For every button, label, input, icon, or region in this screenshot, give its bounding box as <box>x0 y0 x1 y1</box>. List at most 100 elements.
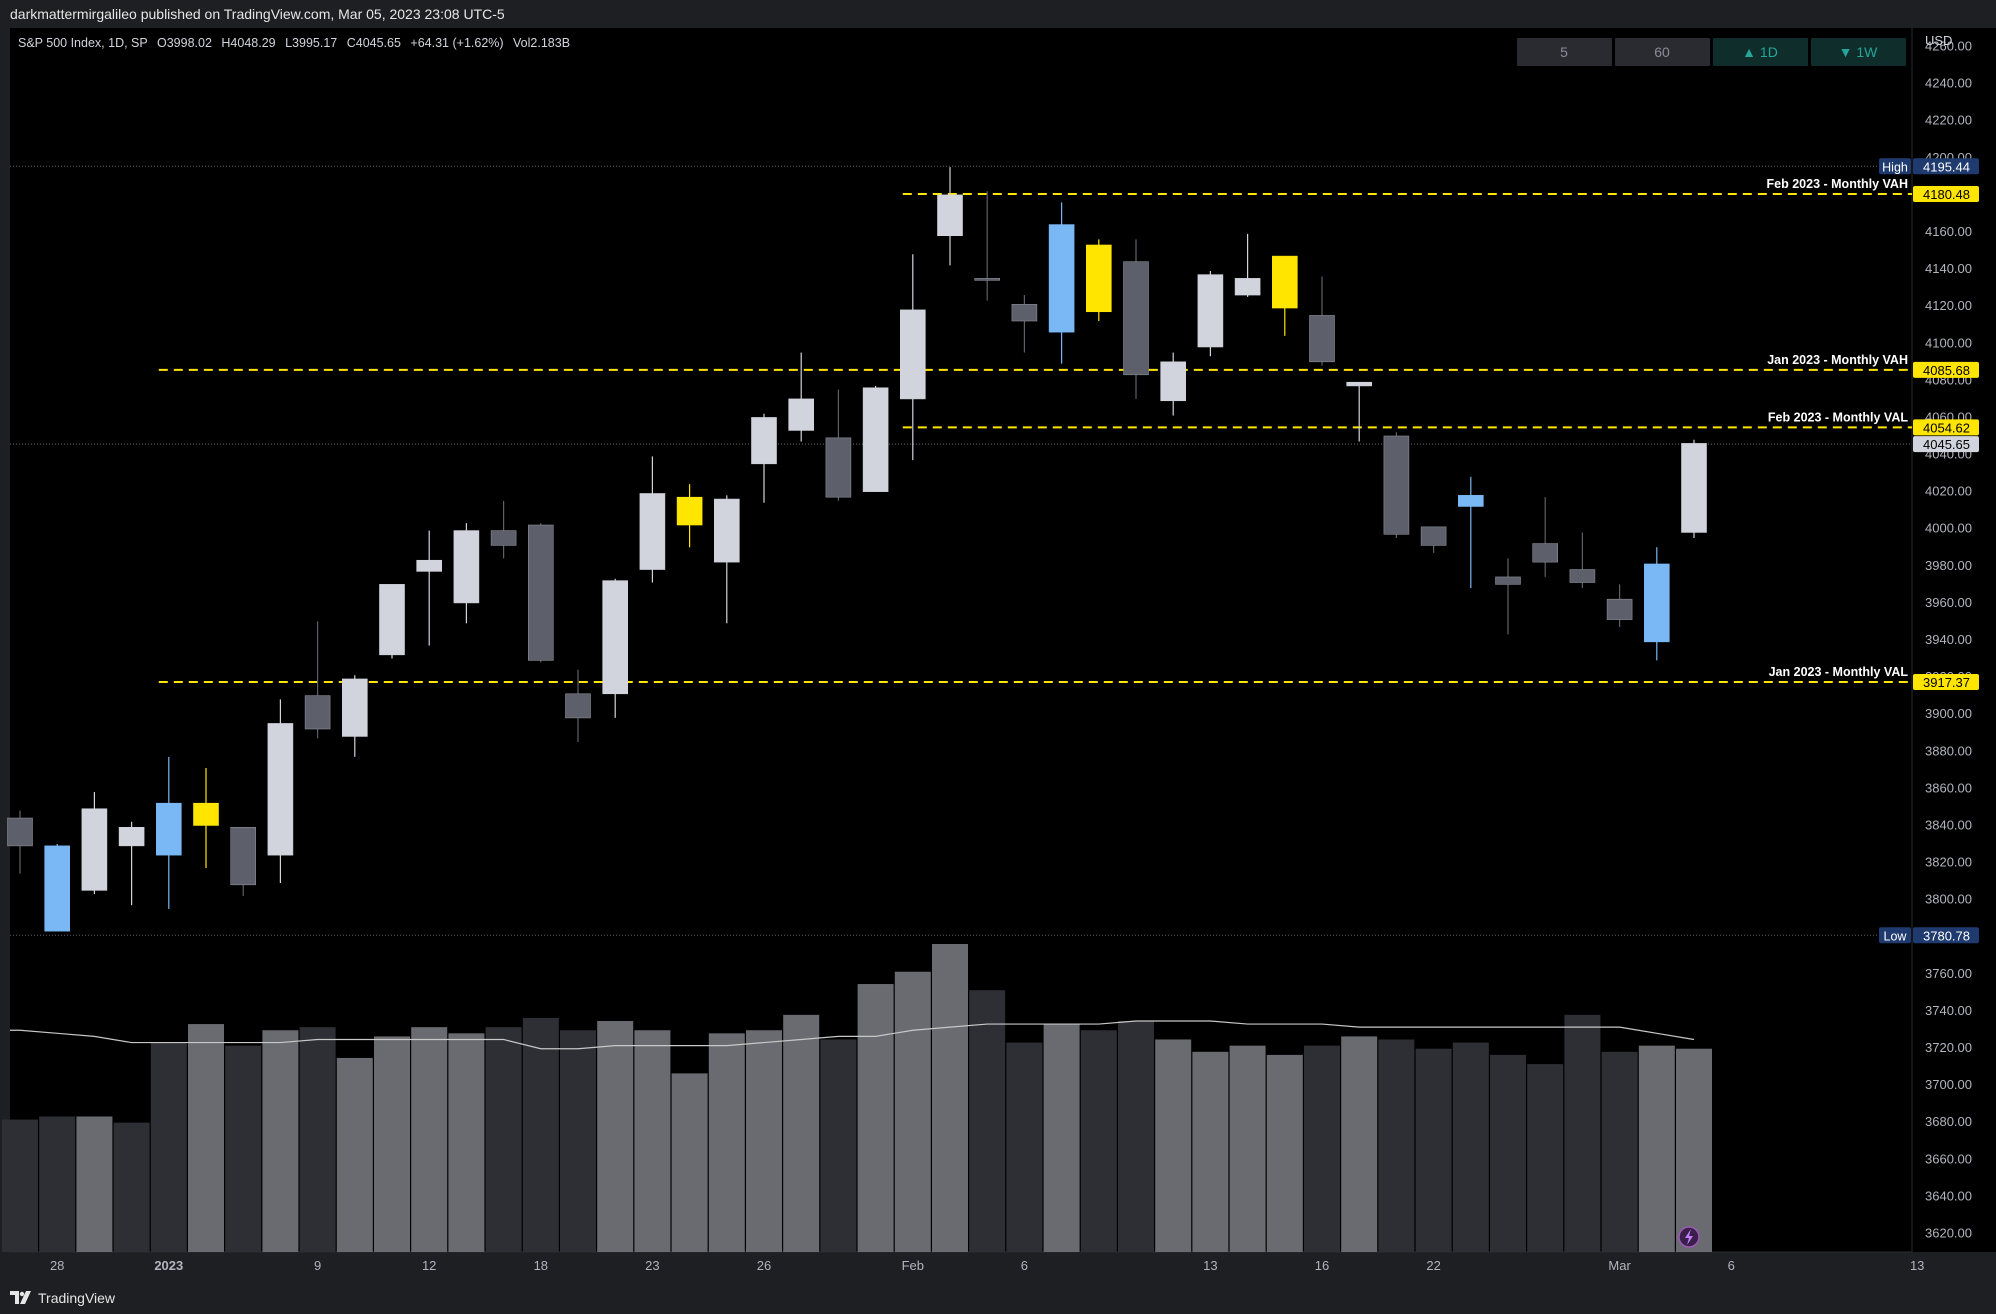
volume-bar <box>1155 1039 1192 1252</box>
volume-bar <box>262 1030 299 1252</box>
interval-button-5[interactable]: 5 <box>1517 38 1612 66</box>
interval-button-60[interactable]: 60 <box>1615 38 1710 66</box>
volume-bar <box>820 1039 857 1252</box>
price-axis-tag-bg <box>1913 186 1979 203</box>
price-tick-label: 3660.00 <box>1925 1151 1972 1166</box>
price-tick-label: 4140.00 <box>1925 261 1972 276</box>
volume-bar <box>857 984 894 1252</box>
volume-bar <box>522 1017 559 1252</box>
price-tick-label: 3760.00 <box>1925 966 1972 981</box>
price-axis-tag-bg <box>1913 361 1979 378</box>
candle-body <box>453 530 480 604</box>
candle <box>490 500 517 559</box>
volume-bar <box>894 971 931 1252</box>
volume-bar <box>1043 1024 1080 1252</box>
volume-bar <box>374 1036 410 1252</box>
price-axis-tag-bg <box>1913 436 1979 453</box>
price-tick-label: 4240.00 <box>1925 76 1972 91</box>
candle <box>230 827 256 896</box>
price-tick-label: 3720.00 <box>1925 1040 1972 1055</box>
candle-body <box>1420 526 1447 546</box>
volume-bar <box>746 1030 782 1252</box>
price-axis-tag-bg <box>1913 158 1979 175</box>
price-axis-tag-text: 3780.78 <box>1923 928 1970 943</box>
price-tick-label: 4020.00 <box>1925 484 1972 499</box>
interval-button-1d[interactable]: ▲ 1D <box>1713 38 1808 66</box>
candle-body <box>1123 261 1149 376</box>
candle-body <box>44 845 71 932</box>
time-axis[interactable]: 28 2023 9 12 18 23 26 Feb 6 13 16 22 Mar 6 13 <box>50 1258 1924 1273</box>
interval-button-1w[interactable]: ▼ 1W <box>1811 38 1906 66</box>
high-low-tag-text: High <box>1882 160 1908 174</box>
candle-body <box>565 693 591 719</box>
interval-buttons: 5 60 ▲ 1D ▼ 1W <box>1517 38 1906 66</box>
candle-body <box>1383 435 1410 535</box>
volume-bar <box>560 1030 596 1252</box>
volume-bar <box>969 990 1006 1252</box>
candle <box>751 413 777 503</box>
candle <box>1420 526 1447 553</box>
candle <box>676 484 703 548</box>
volume-bar <box>1452 1042 1489 1252</box>
candle-body <box>676 496 703 526</box>
price-tick-label: 3620.00 <box>1925 1225 1972 1240</box>
interval-button-60-label: 60 <box>1654 44 1670 60</box>
candle-body <box>527 524 554 661</box>
candle <box>1086 239 1112 322</box>
price-axis-tag: 4180.48 <box>1913 186 1979 203</box>
volume-bar <box>448 1033 485 1252</box>
candle-body <box>1309 315 1335 363</box>
candle <box>81 792 108 895</box>
candle <box>453 523 480 624</box>
tradingview-brand: TradingView <box>38 1290 116 1306</box>
candle-body <box>230 827 256 886</box>
candle <box>602 578 629 718</box>
legend-volume-label: Vol <box>513 36 530 50</box>
volume-bar <box>597 1021 634 1252</box>
candle-body <box>899 309 926 400</box>
time-tick-label: 23 <box>645 1258 659 1273</box>
candle <box>825 389 852 501</box>
level-label: Jan 2023 - Monthly VAH <box>1767 353 1908 367</box>
volume-bar <box>1378 1039 1415 1252</box>
price-axis-tag: 4195.44 <box>1913 158 1979 175</box>
time-tick-label: 6 <box>1021 1258 1028 1273</box>
candle-body <box>602 580 629 695</box>
candle <box>1309 276 1335 366</box>
tradingview-logo-icon <box>10 1291 31 1304</box>
time-tick-label: Mar <box>1608 1258 1631 1273</box>
high-low-tag-bg <box>1879 158 1911 175</box>
price-chart[interactable]: Feb 2023 - Monthly VAH Jan 2023 - Monthly… <box>0 0 1996 1282</box>
candle-body <box>81 808 108 891</box>
candle <box>1606 584 1633 628</box>
time-tick-label: 28 <box>50 1258 64 1273</box>
candle <box>1383 432 1410 538</box>
candle-body <box>1458 495 1484 507</box>
price-axis-tag: 3780.78 <box>1913 927 1979 944</box>
legend-low: 3995.17 <box>292 36 337 50</box>
lightning-badge-icon[interactable] <box>1678 1226 1700 1248</box>
candle-body <box>1048 224 1075 333</box>
level-label: Feb 2023 - Monthly VAH <box>1767 177 1908 191</box>
price-tick-label: 3740.00 <box>1925 1003 1972 1018</box>
tradingview-logo[interactable]: TradingView <box>10 1290 115 1306</box>
price-tick-label: 3960.00 <box>1925 595 1972 610</box>
candle <box>193 767 219 869</box>
candle <box>1681 439 1707 538</box>
volume-bar <box>299 1027 336 1252</box>
level-label: Jan 2023 - Monthly VAL <box>1769 665 1909 679</box>
price-tick-label: 3820.00 <box>1925 855 1972 870</box>
candle <box>1123 239 1149 399</box>
candle-body <box>1086 244 1112 313</box>
candle-body <box>118 827 145 847</box>
volume-bar <box>485 1027 522 1252</box>
time-tick-label: 2023 <box>154 1258 183 1273</box>
candle-body <box>1606 598 1633 620</box>
time-tick-label: 6 <box>1728 1258 1735 1273</box>
candle-body <box>267 723 294 856</box>
volume-bar <box>1192 1051 1229 1252</box>
volume-bar <box>1341 1036 1378 1252</box>
candle-body <box>341 678 368 737</box>
candle <box>7 810 33 874</box>
volume-bar <box>188 1024 224 1252</box>
